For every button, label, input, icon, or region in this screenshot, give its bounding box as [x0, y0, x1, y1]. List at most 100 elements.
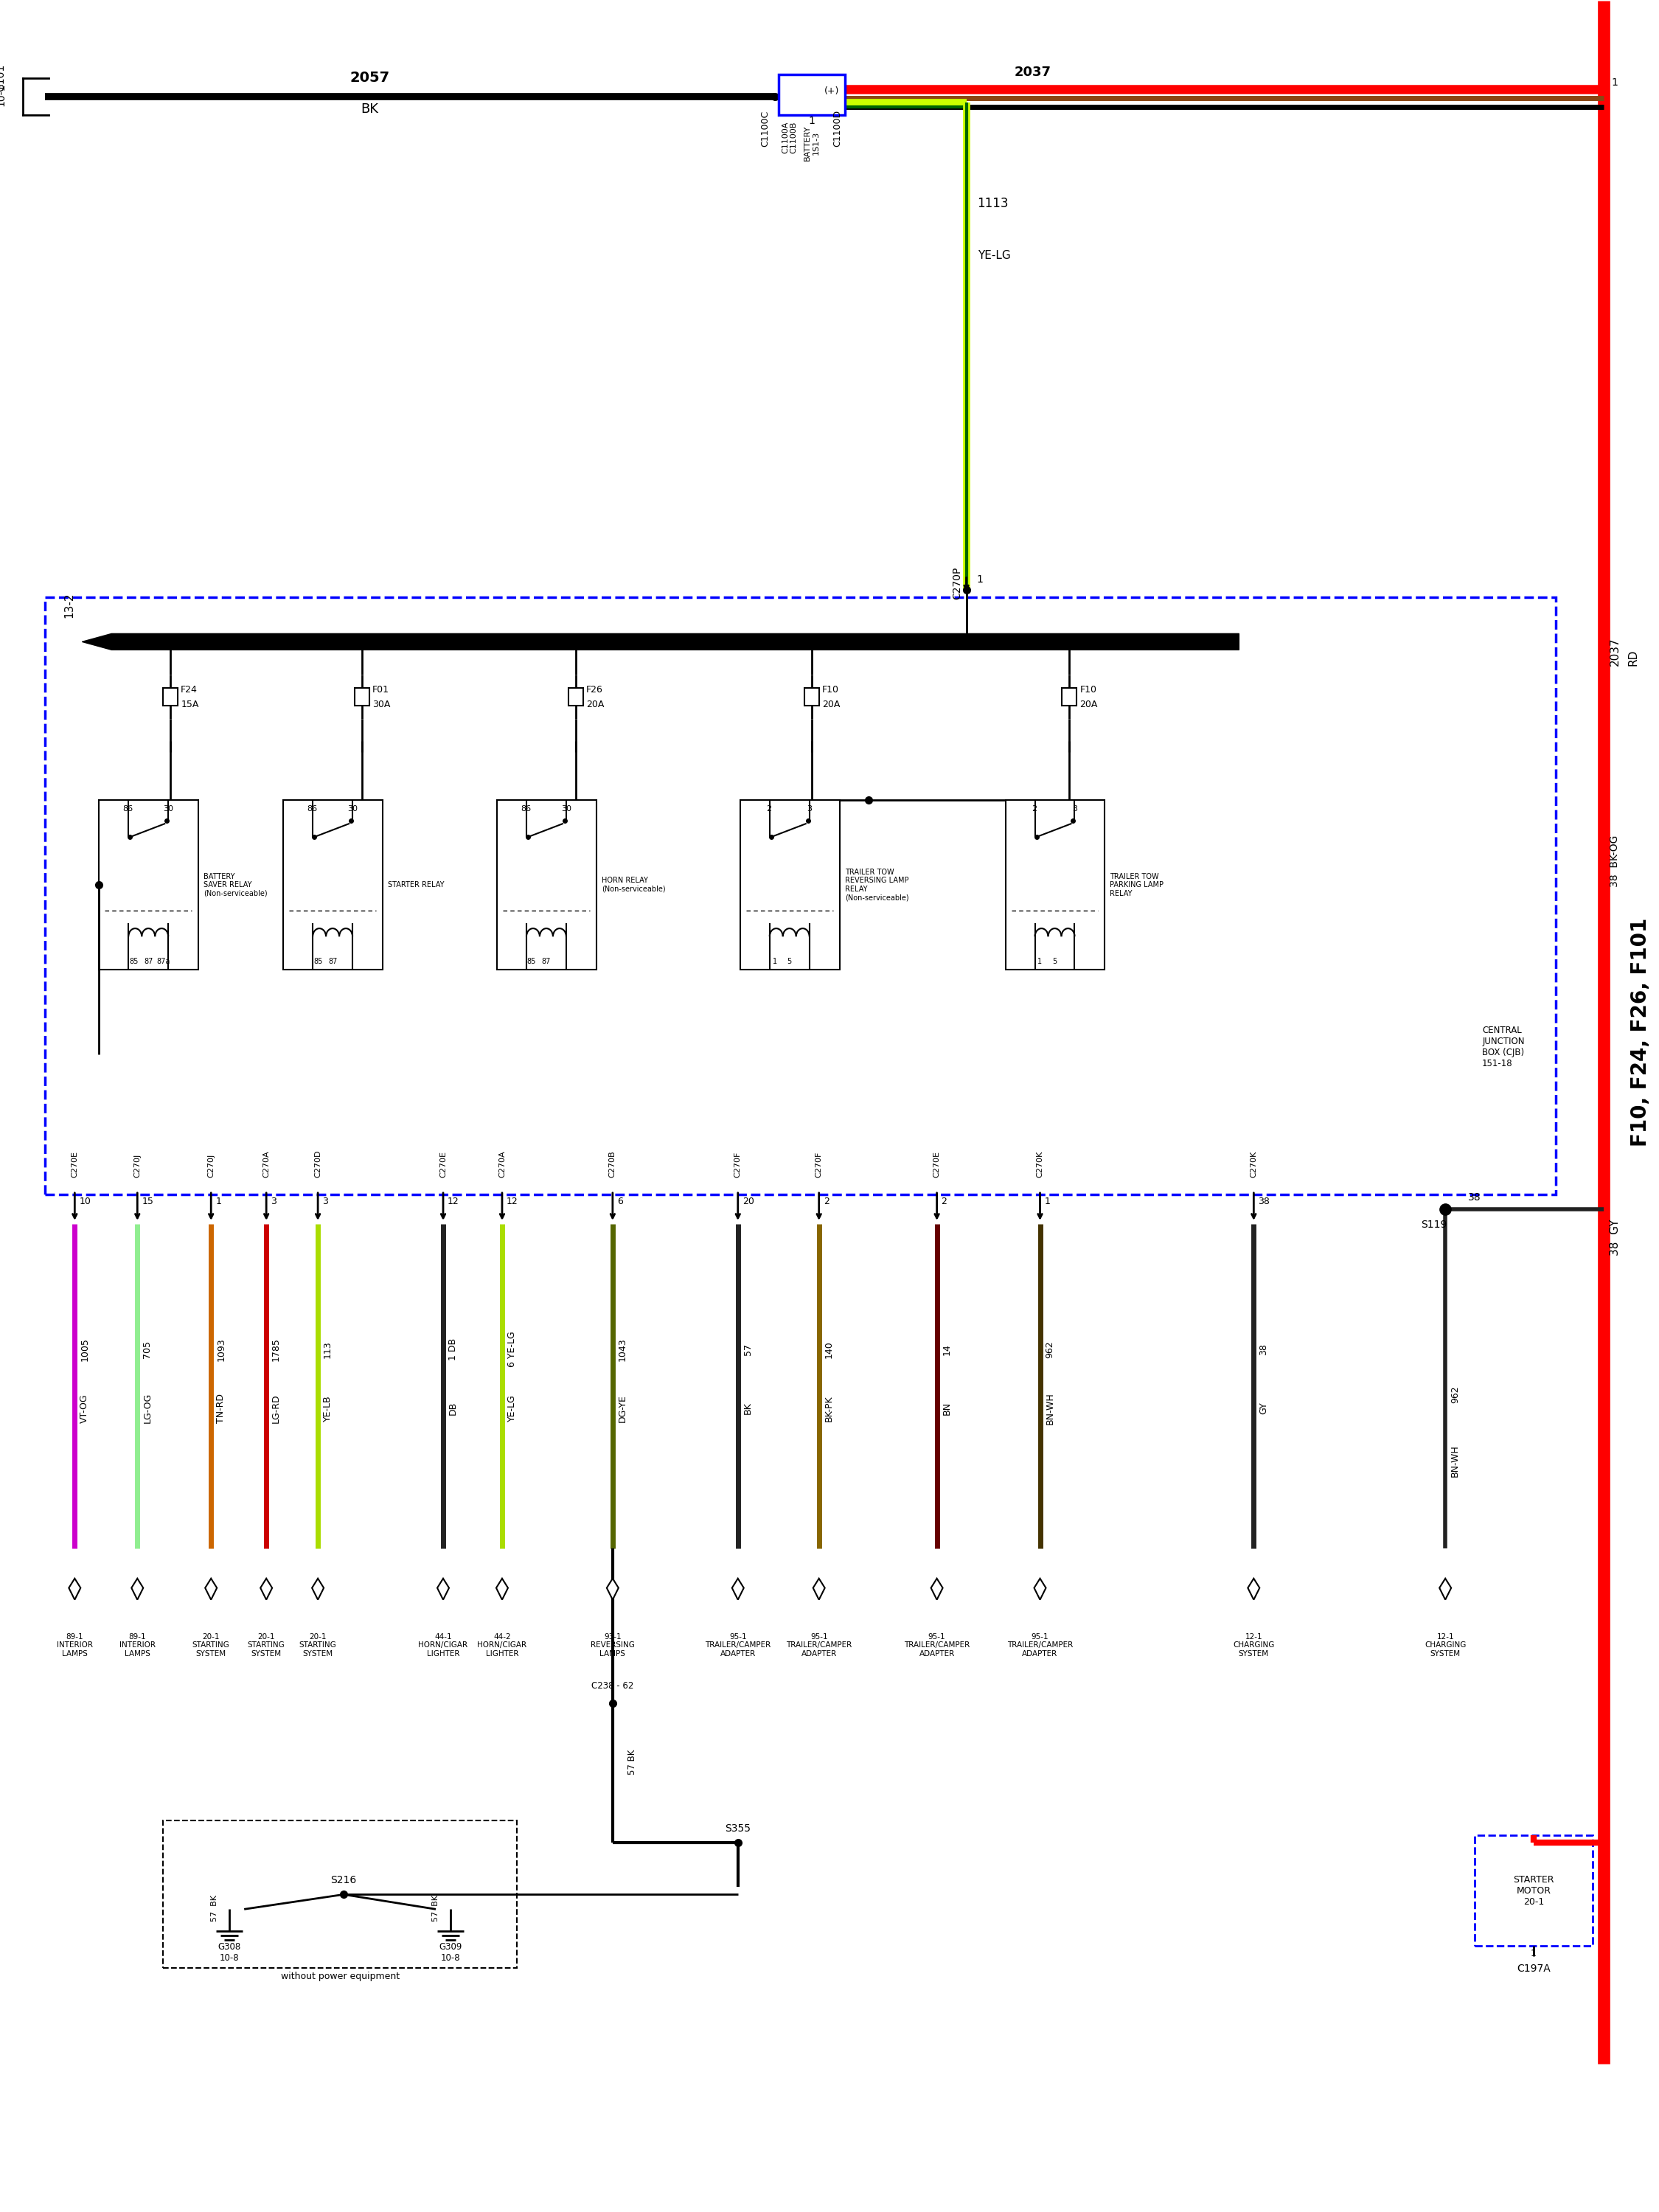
Text: LG-OG: LG-OG	[143, 1394, 153, 1422]
Text: F10, F24, F26, F101: F10, F24, F26, F101	[1631, 918, 1651, 1146]
Text: 86: 86	[307, 805, 317, 812]
Text: C197A: C197A	[1516, 1964, 1551, 1973]
Text: 30: 30	[163, 805, 174, 812]
Text: 30A: 30A	[372, 699, 390, 710]
Text: VT-OG: VT-OG	[80, 1394, 90, 1422]
Text: F24: F24	[181, 686, 197, 695]
Text: 1785: 1785	[272, 1338, 280, 1360]
Bar	[1005, 801, 1105, 969]
Text: 1093: 1093	[216, 1338, 226, 1360]
Text: C270E: C270E	[440, 1150, 446, 1177]
Text: (+): (+)	[825, 86, 839, 95]
Text: 1: 1	[1611, 77, 1618, 88]
Text: 1: 1	[1045, 1197, 1050, 1206]
Text: 1: 1	[1039, 958, 1042, 964]
Text: C270E: C270E	[932, 1150, 941, 1177]
Text: 20-1
STARTING
SYSTEM: 20-1 STARTING SYSTEM	[192, 1632, 229, 1657]
Text: 20A: 20A	[821, 699, 839, 710]
Text: F10: F10	[1080, 686, 1097, 695]
Text: 57  BK: 57 BK	[431, 1896, 440, 1922]
Text: 962: 962	[1450, 1385, 1460, 1402]
Text: S216: S216	[330, 1876, 357, 1885]
Text: 12-1
CHARGING
SYSTEM: 12-1 CHARGING SYSTEM	[1425, 1632, 1467, 1657]
Text: 85: 85	[528, 958, 536, 964]
Text: C270D: C270D	[314, 1150, 322, 1177]
Text: 38  BK-OG: 38 BK-OG	[1609, 836, 1619, 887]
Text: BATTERY
1S1-3: BATTERY 1S1-3	[803, 124, 820, 161]
Text: 38  GY: 38 GY	[1609, 1219, 1621, 1256]
Text: STARTER RELAY: STARTER RELAY	[388, 880, 445, 889]
Text: YE-LG: YE-LG	[977, 250, 1010, 261]
Text: 1 DB: 1 DB	[448, 1338, 458, 1360]
Text: 20: 20	[742, 1197, 755, 1206]
Text: TN-RD: TN-RD	[216, 1394, 226, 1422]
Text: 2: 2	[941, 1197, 947, 1206]
Text: C270A: C270A	[498, 1150, 506, 1177]
Text: 3: 3	[806, 805, 811, 812]
Text: HORN RELAY
(Non-serviceable): HORN RELAY (Non-serviceable)	[602, 876, 665, 894]
Text: 20-1
STARTING
SYSTEM: 20-1 STARTING SYSTEM	[247, 1632, 285, 1657]
Text: 1: 1	[977, 575, 982, 584]
Polygon shape	[1248, 1579, 1259, 1599]
Polygon shape	[931, 1579, 942, 1599]
Bar	[498, 801, 597, 969]
Text: C270P: C270P	[952, 566, 962, 599]
Text: 89-1
INTERIOR
LAMPS: 89-1 INTERIOR LAMPS	[56, 1632, 93, 1657]
Text: 44-1
HORN/CIGAR
LIGHTER: 44-1 HORN/CIGAR LIGHTER	[418, 1632, 468, 1657]
Text: 15: 15	[141, 1197, 154, 1206]
Text: C270K: C270K	[1037, 1150, 1044, 1177]
Text: 20A: 20A	[1080, 699, 1098, 710]
Polygon shape	[206, 1579, 217, 1599]
Text: F26: F26	[586, 686, 602, 695]
Text: 86: 86	[521, 805, 531, 812]
Bar	[45, 597, 1556, 1194]
Text: C270A: C270A	[262, 1150, 270, 1177]
Text: 6: 6	[617, 1197, 622, 1206]
Text: BK: BK	[360, 102, 378, 115]
Text: 5: 5	[786, 958, 791, 964]
Text: BN-WH: BN-WH	[1450, 1444, 1460, 1478]
Text: 2037: 2037	[1609, 637, 1621, 666]
Text: C270J: C270J	[134, 1155, 141, 1177]
Text: 12: 12	[506, 1197, 518, 1206]
Text: 38: 38	[1258, 1197, 1269, 1206]
Text: C1100D: C1100D	[833, 111, 843, 146]
Text: 86: 86	[123, 805, 133, 812]
Text: 85: 85	[129, 958, 138, 964]
Text: 87: 87	[542, 958, 551, 964]
Text: 15A: 15A	[181, 699, 199, 710]
Text: 93-1
REVERSING
LAMPS: 93-1 REVERSING LAMPS	[591, 1632, 635, 1657]
Text: BK: BK	[743, 1402, 753, 1413]
Text: 1: 1	[773, 958, 776, 964]
Text: 12-1
CHARGING
SYSTEM: 12-1 CHARGING SYSTEM	[1233, 1632, 1274, 1657]
Text: STARTER
MOTOR
20-1: STARTER MOTOR 20-1	[1513, 1876, 1554, 1907]
Text: 1043: 1043	[617, 1338, 627, 1360]
Text: without power equipment: without power equipment	[280, 1971, 400, 1982]
Text: 1113: 1113	[977, 197, 1009, 210]
Text: 1: 1	[216, 1197, 221, 1206]
Text: 13-2: 13-2	[63, 593, 75, 617]
Text: 2: 2	[766, 805, 771, 812]
Polygon shape	[496, 1579, 508, 1599]
Polygon shape	[607, 1579, 619, 1599]
Text: BATTERY
SAVER RELAY
(Non-serviceable): BATTERY SAVER RELAY (Non-serviceable)	[204, 874, 267, 898]
Text: F01: F01	[372, 686, 390, 695]
Text: YE-LB: YE-LB	[324, 1396, 332, 1422]
Text: C270E: C270E	[71, 1150, 78, 1177]
Bar	[284, 801, 383, 969]
Text: 2: 2	[823, 1197, 830, 1206]
Text: 10: 10	[80, 1197, 91, 1206]
Polygon shape	[1034, 1579, 1045, 1599]
Text: 57  BK: 57 BK	[211, 1896, 219, 1922]
Text: S355: S355	[725, 1823, 752, 1834]
Text: 87: 87	[328, 958, 337, 964]
Text: 89-1
INTERIOR
LAMPS: 89-1 INTERIOR LAMPS	[119, 1632, 156, 1657]
Text: 3: 3	[1072, 805, 1077, 812]
Text: 113: 113	[324, 1340, 332, 1358]
Bar	[805, 688, 820, 706]
Text: BK-PK: BK-PK	[825, 1396, 834, 1422]
Text: 95-1
TRAILER/CAMPER
ADAPTER: 95-1 TRAILER/CAMPER ADAPTER	[786, 1632, 851, 1657]
Text: GY: GY	[1259, 1402, 1269, 1413]
Bar	[1475, 1836, 1593, 1947]
Text: 85: 85	[314, 958, 322, 964]
